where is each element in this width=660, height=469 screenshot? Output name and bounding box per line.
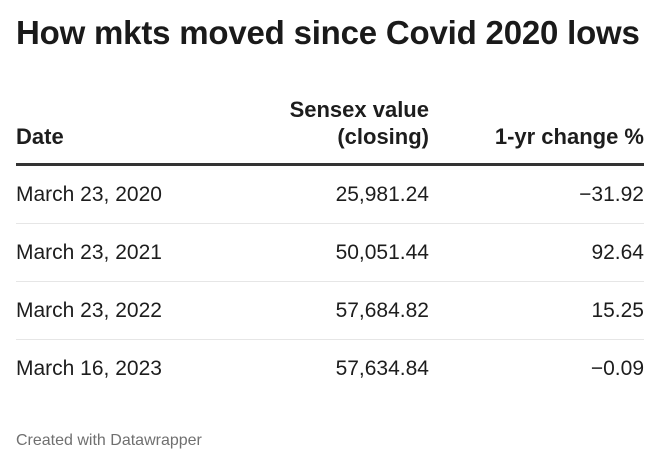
cell-sensex-value: 57,684.82 — [236, 281, 429, 340]
table-header-row: Date Sensex value (closing) 1-yr change … — [16, 96, 644, 166]
table-row: March 23, 2021 50,051.44 92.64 — [16, 223, 644, 282]
column-header-sensex-value: Sensex value (closing) — [236, 96, 429, 166]
cell-change: −0.09 — [590, 356, 644, 380]
cell-date: March 23, 2021 — [16, 223, 236, 282]
table-row: March 23, 2022 57,684.82 15.25 — [16, 281, 644, 340]
table-row: March 23, 2020 25,981.24 −31.92 — [16, 164, 644, 224]
cell-date: March 23, 2022 — [16, 281, 236, 340]
cell-change: −31.92 — [429, 164, 644, 224]
cell-sensex-value: 50,051.44 — [236, 223, 429, 282]
data-table: Date Sensex value (closing) 1-yr change … — [16, 96, 644, 397]
column-header-date: Date — [16, 96, 236, 166]
cell-sensex-value: 57,634.84 — [335, 356, 429, 380]
table-row: March 16, 2023 57,634.84 −0.09 — [16, 340, 644, 398]
cell-date: March 23, 2020 — [16, 164, 236, 224]
cell-date: March 16, 2023 — [16, 356, 162, 380]
footer-credit: Created with Datawrapper — [16, 432, 202, 449]
cell-change: 92.64 — [429, 223, 644, 282]
column-header-change: 1-yr change % — [429, 96, 644, 166]
chart-title: How mkts moved since Covid 2020 lows — [16, 14, 640, 51]
cell-change: 15.25 — [429, 281, 644, 340]
cell-sensex-value: 25,981.24 — [236, 164, 429, 224]
